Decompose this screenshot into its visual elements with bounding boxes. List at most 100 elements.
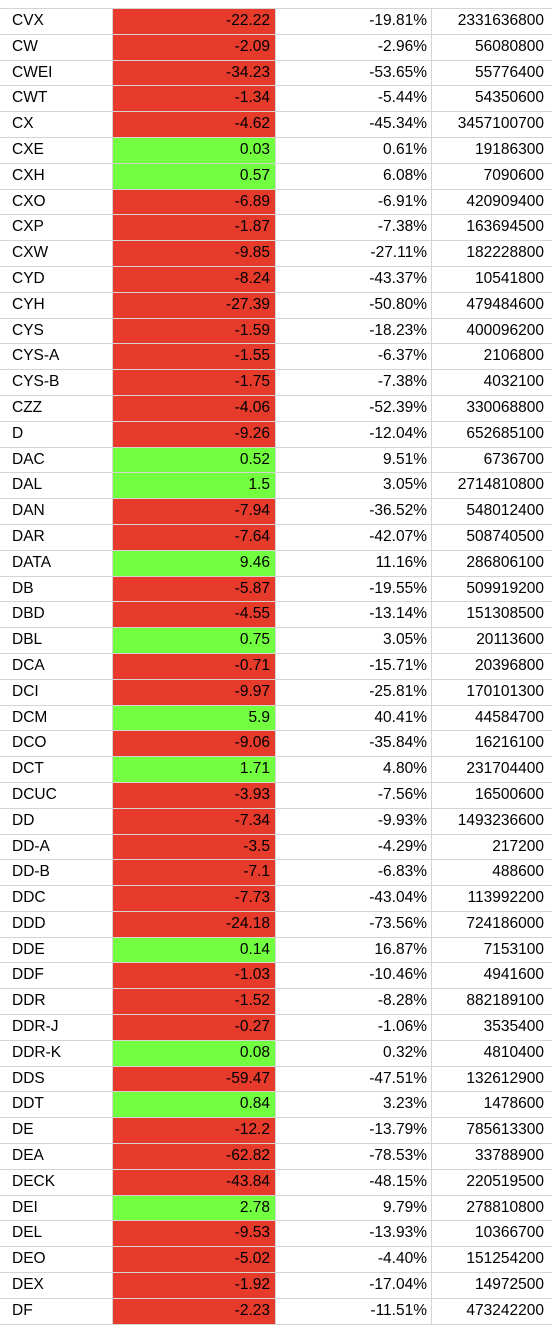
- change-cell[interactable]: -12.2: [113, 1118, 276, 1144]
- change-cell[interactable]: 0.57: [113, 163, 276, 189]
- change-cell[interactable]: 0.08: [113, 1040, 276, 1066]
- change-cell[interactable]: -0.27: [113, 1015, 276, 1040]
- volume-cell[interactable]: 2331636800: [457, 12, 544, 29]
- change-cell[interactable]: -5.02: [113, 1247, 276, 1273]
- symbol-cell[interactable]: DF: [0, 1298, 113, 1324]
- change-cell[interactable]: -1.75: [113, 370, 276, 395]
- percent-change-cell[interactable]: -6.91%: [276, 189, 432, 215]
- percent-change-cell[interactable]: -11.51%: [276, 1298, 432, 1324]
- symbol-cell[interactable]: DDC: [0, 886, 113, 911]
- symbol-cell[interactable]: DD-B: [0, 860, 113, 886]
- volume-cell[interactable]: 231704400: [466, 760, 544, 778]
- symbol-cell[interactable]: DD-A: [0, 834, 113, 860]
- percent-change-cell[interactable]: -43.37%: [276, 266, 432, 292]
- percent-change-cell[interactable]: -18.23%: [276, 318, 432, 344]
- change-cell[interactable]: -34.23: [113, 60, 276, 86]
- change-cell[interactable]: -3.5: [113, 834, 276, 860]
- volume-cell[interactable]: 785613300: [466, 1121, 544, 1139]
- change-cell[interactable]: -3.93: [113, 782, 276, 808]
- symbol-cell[interactable]: CYH: [0, 292, 113, 318]
- symbol-cell[interactable]: DBD: [0, 602, 113, 628]
- change-cell[interactable]: -9.06: [113, 731, 276, 757]
- change-cell[interactable]: -1.87: [113, 215, 276, 241]
- percent-change-cell[interactable]: -43.04%: [276, 886, 432, 911]
- symbol-cell[interactable]: CWT: [0, 86, 113, 112]
- symbol-cell[interactable]: CXO: [0, 189, 113, 215]
- symbol-cell[interactable]: DDR: [0, 989, 113, 1015]
- volume-cell[interactable]: 2106800: [483, 347, 544, 365]
- symbol-cell[interactable]: CWEI: [0, 60, 113, 86]
- change-cell[interactable]: -1.34: [113, 86, 276, 112]
- change-cell[interactable]: 0.52: [113, 447, 276, 473]
- volume-cell[interactable]: 20113600: [476, 631, 544, 649]
- symbol-cell[interactable]: CVX: [0, 9, 113, 34]
- symbol-cell[interactable]: CZZ: [0, 395, 113, 421]
- volume-cell[interactable]: 479484600: [466, 295, 544, 313]
- symbol-cell[interactable]: DCA: [0, 653, 113, 679]
- change-cell[interactable]: -1.55: [113, 344, 276, 370]
- percent-change-cell[interactable]: -50.80%: [276, 292, 432, 318]
- change-cell[interactable]: 0.75: [113, 628, 276, 653]
- symbol-cell[interactable]: DAN: [0, 499, 113, 524]
- change-cell[interactable]: 1.5: [113, 473, 276, 499]
- symbol-cell[interactable]: DD: [0, 808, 113, 834]
- percent-change-cell[interactable]: -7.38%: [276, 370, 432, 395]
- percent-change-cell[interactable]: 4.80%: [276, 757, 432, 782]
- change-cell[interactable]: -9.85: [113, 241, 276, 266]
- symbol-cell[interactable]: DEI: [0, 1195, 113, 1221]
- volume-cell[interactable]: 113992200: [467, 889, 544, 907]
- percent-change-cell[interactable]: -13.79%: [276, 1118, 432, 1144]
- volume-cell[interactable]: 420909400: [466, 192, 544, 210]
- change-cell[interactable]: -2.09: [113, 34, 276, 60]
- change-cell[interactable]: -2.23: [113, 1298, 276, 1324]
- percent-change-cell[interactable]: -73.56%: [276, 911, 432, 937]
- percent-change-cell[interactable]: -45.34%: [276, 112, 432, 137]
- volume-cell[interactable]: 16500600: [475, 785, 544, 803]
- change-cell[interactable]: -59.47: [113, 1066, 276, 1092]
- volume-cell[interactable]: 3457100700: [457, 115, 544, 133]
- symbol-cell[interactable]: DDD: [0, 911, 113, 937]
- symbol-cell[interactable]: CXW: [0, 241, 113, 266]
- percent-change-cell[interactable]: 16.87%: [276, 937, 432, 963]
- percent-change-cell[interactable]: -19.81%: [276, 9, 432, 34]
- volume-cell[interactable]: 54350600: [475, 89, 544, 107]
- volume-cell[interactable]: 3535400: [483, 1018, 544, 1036]
- percent-change-cell[interactable]: -7.38%: [276, 215, 432, 241]
- change-cell[interactable]: 0.03: [113, 137, 276, 163]
- change-cell[interactable]: -9.26: [113, 421, 276, 447]
- percent-change-cell[interactable]: -19.55%: [276, 576, 432, 602]
- volume-cell[interactable]: 882189100: [466, 992, 544, 1010]
- volume-cell[interactable]: 278810800: [466, 1198, 544, 1216]
- volume-cell[interactable]: 151254200: [466, 1250, 544, 1268]
- change-cell[interactable]: -7.64: [113, 524, 276, 550]
- symbol-cell[interactable]: CX: [0, 112, 113, 137]
- change-cell[interactable]: -22.22: [113, 9, 276, 34]
- change-cell[interactable]: -4.55: [113, 602, 276, 628]
- percent-change-cell[interactable]: -1.06%: [276, 1015, 432, 1040]
- volume-cell[interactable]: 19186300: [475, 140, 544, 158]
- symbol-cell[interactable]: DATA: [0, 550, 113, 576]
- percent-change-cell[interactable]: -12.04%: [276, 421, 432, 447]
- volume-cell[interactable]: 163694500: [466, 218, 544, 236]
- symbol-cell[interactable]: DCI: [0, 679, 113, 705]
- change-cell[interactable]: -9.97: [113, 679, 276, 705]
- volume-cell[interactable]: 132612900: [466, 1069, 544, 1087]
- symbol-cell[interactable]: DDS: [0, 1066, 113, 1092]
- symbol-cell[interactable]: DDE: [0, 937, 113, 963]
- volume-cell[interactable]: 488600: [492, 863, 544, 881]
- symbol-cell[interactable]: CYS: [0, 318, 113, 344]
- percent-change-cell[interactable]: -4.29%: [276, 834, 432, 860]
- volume-cell[interactable]: 44584700: [475, 708, 544, 726]
- change-cell[interactable]: -24.18: [113, 911, 276, 937]
- volume-cell[interactable]: 4941600: [483, 966, 544, 984]
- volume-cell[interactable]: 400096200: [466, 321, 544, 339]
- symbol-cell[interactable]: CYS-B: [0, 370, 113, 395]
- percent-change-cell[interactable]: -9.93%: [276, 808, 432, 834]
- percent-change-cell[interactable]: -15.71%: [276, 653, 432, 679]
- volume-cell[interactable]: 508740500: [466, 527, 544, 545]
- change-cell[interactable]: -1.52: [113, 989, 276, 1015]
- percent-change-cell[interactable]: 9.51%: [276, 447, 432, 473]
- change-cell[interactable]: -7.73: [113, 886, 276, 911]
- percent-change-cell[interactable]: -27.11%: [276, 241, 432, 266]
- volume-cell[interactable]: 4032100: [483, 373, 544, 391]
